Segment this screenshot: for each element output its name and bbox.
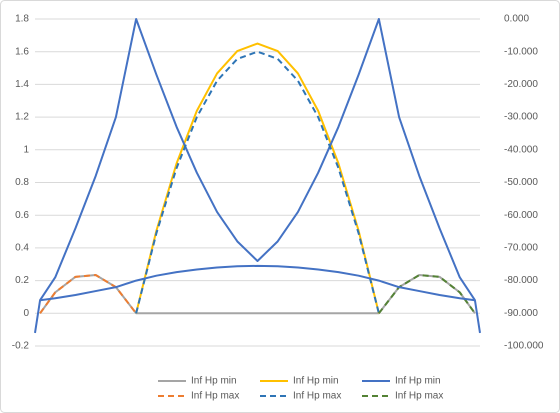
y-tick-label: 1.8 <box>15 14 29 25</box>
y-tick-label: 0.2 <box>15 275 29 286</box>
y2-tick-label: -90.000 <box>504 308 538 319</box>
legend-label: Inf Hp max <box>293 391 341 402</box>
y2-tick-label: -50.000 <box>504 177 538 188</box>
series-line <box>135 42 380 314</box>
y2-tick-label: -70.000 <box>504 243 538 254</box>
legend-label: Inf Hp min <box>293 376 339 387</box>
y-tick-label: -0.2 <box>12 341 30 352</box>
series-line <box>135 50 380 314</box>
series-line <box>34 18 481 334</box>
y2-tick-label: -20.000 <box>504 79 538 90</box>
y2-tick-label: -30.000 <box>504 112 538 123</box>
legend-label: Inf Hp max <box>191 391 239 402</box>
legend-label: Inf Hp min <box>191 376 237 387</box>
series-line <box>39 264 476 302</box>
legend-label: Inf Hp max <box>395 391 443 402</box>
y-tick-label: 0 <box>23 308 29 319</box>
y-tick-label: 0.6 <box>15 210 29 221</box>
y2-tick-label: -40.000 <box>504 144 538 155</box>
y-tick-label: 0.4 <box>15 243 29 254</box>
y-tick-label: 0.8 <box>15 177 29 188</box>
y2-tick-label: 0.000 <box>504 14 529 25</box>
y2-tick-label: -80.000 <box>504 275 538 286</box>
y-tick-label: 1 <box>23 144 29 155</box>
y-tick-label: 1.4 <box>15 79 29 90</box>
y2-tick-label: -100.000 <box>504 341 544 352</box>
legend-label: Inf Hp min <box>395 376 441 387</box>
series-line <box>39 274 137 314</box>
y2-tick-label: -60.000 <box>504 210 538 221</box>
y-tick-label: 1.2 <box>15 112 29 123</box>
y2-tick-label: -10.000 <box>504 46 538 57</box>
y-tick-label: 1.6 <box>15 46 29 57</box>
